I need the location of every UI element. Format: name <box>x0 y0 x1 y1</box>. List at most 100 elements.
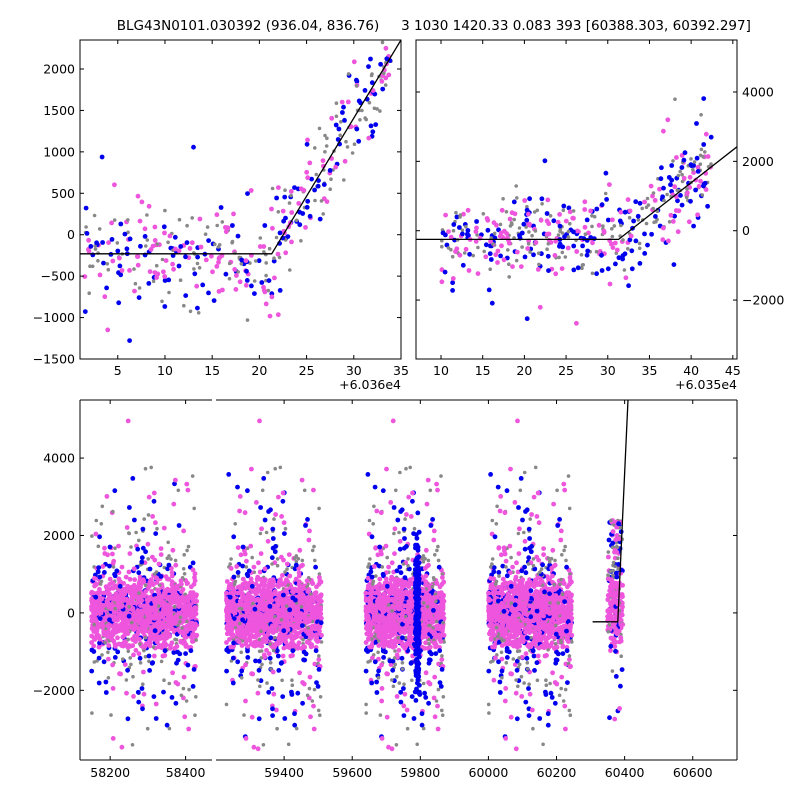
data-point <box>622 251 628 257</box>
data-point <box>146 494 152 500</box>
data-point <box>279 554 284 560</box>
data-point <box>173 593 179 598</box>
data-point <box>185 548 189 553</box>
data-point <box>257 418 262 424</box>
data-point <box>628 233 634 239</box>
data-point <box>137 538 141 543</box>
data-point <box>127 268 132 273</box>
data-point <box>524 225 528 229</box>
data-point <box>261 587 267 593</box>
data-point <box>421 560 426 564</box>
data-point <box>316 667 322 672</box>
data-point <box>198 244 204 250</box>
data-point <box>366 64 371 69</box>
data-point <box>172 234 178 240</box>
data-point <box>307 618 312 624</box>
data-point <box>194 638 198 642</box>
data-point <box>239 650 243 655</box>
data-point <box>106 650 110 655</box>
axes-frame <box>415 39 738 360</box>
data-point <box>297 209 302 215</box>
data-point <box>165 631 171 637</box>
data-point <box>206 290 211 296</box>
data-point <box>257 601 263 606</box>
data-point <box>313 648 319 654</box>
data-point <box>188 309 193 314</box>
data-point <box>236 574 241 578</box>
data-point <box>130 591 136 597</box>
data-point <box>257 637 262 642</box>
y-tick-label: −1500 <box>33 352 75 367</box>
data-point <box>295 690 301 696</box>
data-point <box>92 636 98 641</box>
data-point <box>237 508 243 514</box>
data-point <box>313 632 319 638</box>
data-point <box>678 169 682 174</box>
data-point <box>239 257 245 263</box>
data-point <box>182 572 187 576</box>
data-point <box>582 224 588 230</box>
data-point <box>538 217 544 223</box>
data-point <box>506 240 512 246</box>
data-point <box>194 632 200 638</box>
data-point <box>148 606 153 612</box>
data-point <box>285 627 291 632</box>
data-point <box>524 217 530 223</box>
data-point <box>224 600 230 606</box>
data-point <box>101 260 106 266</box>
data-point <box>610 217 615 223</box>
data-point <box>162 653 168 658</box>
data-point <box>275 251 281 257</box>
data-point <box>159 659 164 664</box>
data-point <box>277 288 283 293</box>
data-point <box>512 217 516 222</box>
data-point <box>485 217 491 223</box>
data-point <box>695 169 701 174</box>
data-point <box>142 226 148 232</box>
data-point <box>670 219 676 224</box>
data-point <box>90 711 94 715</box>
data-point <box>594 206 600 212</box>
data-point <box>152 603 158 609</box>
data-point <box>301 681 307 687</box>
data-point <box>239 668 245 674</box>
data-point <box>285 567 289 571</box>
data-point <box>340 110 345 115</box>
data-point <box>161 224 167 230</box>
data-point <box>137 218 143 224</box>
data-point <box>269 555 275 561</box>
data-point <box>537 304 543 310</box>
data-point <box>127 236 133 242</box>
data-point <box>274 707 279 713</box>
data-point <box>283 188 287 192</box>
data-point <box>105 630 110 635</box>
data-point <box>176 604 182 609</box>
data-point <box>164 623 169 629</box>
data-point <box>291 642 297 648</box>
data-point <box>243 698 248 704</box>
data-point <box>89 618 95 624</box>
data-point <box>504 231 510 237</box>
data-point <box>143 635 148 640</box>
data-point <box>524 207 530 213</box>
data-point <box>253 259 258 263</box>
data-point <box>616 255 622 261</box>
data-point <box>92 660 97 664</box>
data-point <box>228 618 234 624</box>
data-point <box>269 294 275 300</box>
x-tick-label: 35 <box>393 363 409 378</box>
data-point <box>180 626 184 630</box>
data-point <box>308 634 313 640</box>
data-point <box>627 237 633 243</box>
data-point <box>155 526 159 531</box>
data-point <box>235 233 241 239</box>
data-point <box>315 684 321 689</box>
data-point <box>237 494 243 499</box>
data-point <box>268 635 274 641</box>
data-point <box>121 657 125 661</box>
data-point <box>649 231 654 237</box>
data-point <box>226 583 232 589</box>
data-point <box>354 126 360 132</box>
data-point <box>190 358 193 359</box>
data-point <box>476 245 480 250</box>
